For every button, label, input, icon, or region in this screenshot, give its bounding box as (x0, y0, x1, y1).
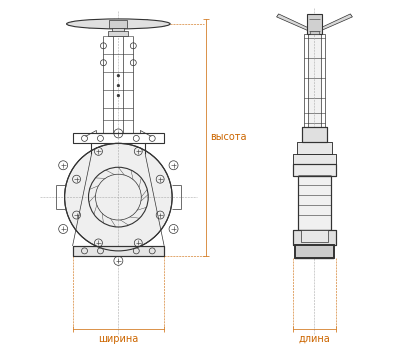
Bar (292, 154, 336, 164)
Bar (298, 176, 332, 230)
Bar (292, 164, 336, 176)
Text: ширина: ширина (98, 334, 138, 344)
Bar (72, 134, 164, 143)
Bar (302, 127, 328, 142)
Polygon shape (277, 14, 308, 31)
Bar (302, 127, 328, 142)
Bar (72, 246, 164, 256)
Ellipse shape (66, 19, 170, 29)
Circle shape (117, 84, 120, 87)
Bar (112, 28, 124, 32)
Bar (300, 230, 328, 242)
Polygon shape (320, 14, 352, 31)
Bar (296, 142, 332, 154)
Bar (304, 34, 326, 127)
Bar (292, 164, 336, 176)
Bar (308, 34, 322, 127)
Bar (310, 31, 320, 34)
Text: высота: высота (210, 133, 246, 143)
Bar (110, 20, 127, 28)
Bar (294, 245, 334, 258)
Circle shape (117, 74, 120, 77)
Bar (292, 230, 336, 245)
Bar (306, 14, 322, 34)
Bar (292, 154, 336, 164)
Bar (72, 246, 164, 256)
Text: длина: длина (299, 334, 330, 344)
Bar (298, 176, 332, 230)
Bar (292, 230, 336, 245)
Circle shape (117, 94, 120, 97)
Circle shape (65, 143, 172, 251)
Bar (108, 31, 128, 36)
Bar (296, 142, 332, 154)
Bar (294, 245, 334, 258)
